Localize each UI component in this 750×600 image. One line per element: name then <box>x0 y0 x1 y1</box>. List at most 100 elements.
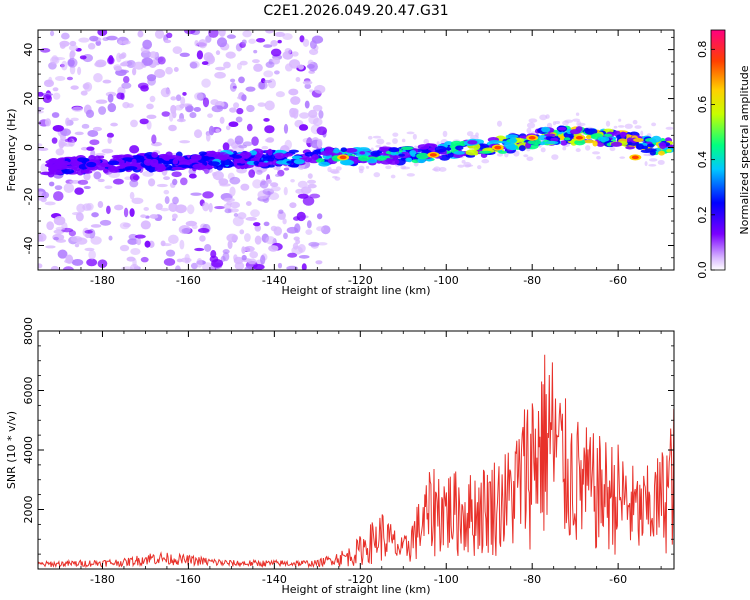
signal-blob <box>455 145 464 151</box>
signal-blob <box>574 139 586 146</box>
noise-blob <box>131 67 137 76</box>
noise-blob <box>255 169 263 175</box>
halo-blob <box>375 144 382 148</box>
signal-blob <box>417 144 430 150</box>
noise-blob <box>283 123 289 134</box>
signal-blob <box>109 168 120 173</box>
noise-blob <box>264 125 275 134</box>
colorbar-tick-label: 0.0 <box>696 261 709 279</box>
halo-blob <box>575 112 580 116</box>
halo-blob <box>526 127 532 134</box>
noise-blob <box>223 197 235 203</box>
noise-blob <box>151 134 157 144</box>
noise-blob <box>146 74 157 82</box>
noise-blob <box>266 137 275 143</box>
noise-blob <box>282 33 293 41</box>
noise-blob <box>232 216 244 227</box>
noise-blob <box>50 56 60 65</box>
signal-blob <box>569 129 581 135</box>
noise-blob <box>83 185 91 190</box>
noise-blob <box>132 258 137 268</box>
noise-blob <box>270 48 282 57</box>
noise-blob <box>207 113 213 118</box>
noise-blob <box>225 51 236 59</box>
noise-blob <box>51 137 58 144</box>
noise-blob <box>124 176 132 180</box>
colorbar: 0.0 0.2 0.4 0.6 0.8 Normalized spectral ampl… <box>696 29 750 279</box>
noise-blob <box>290 179 295 183</box>
signal-blob <box>131 158 137 165</box>
colorbar-tick-label: 0.2 <box>696 206 709 224</box>
noise-blob <box>302 196 315 206</box>
noise-blob <box>88 250 96 260</box>
halo-blob <box>373 172 381 178</box>
noise-blob <box>198 39 208 49</box>
signal-blob <box>398 153 406 157</box>
noise-blob <box>91 212 99 218</box>
noise-blob <box>42 94 52 104</box>
noise-blob <box>252 59 260 64</box>
noise-blob <box>308 48 319 56</box>
noise-blob <box>180 96 186 106</box>
noise-blob <box>77 66 82 76</box>
noise-blob <box>157 56 166 65</box>
noise-blob <box>134 234 146 239</box>
noise-blob <box>245 201 252 206</box>
noise-blob <box>205 35 212 43</box>
signal-blob <box>603 133 613 137</box>
noise-blob <box>140 220 151 230</box>
noise-blob <box>168 234 179 245</box>
signal-blob <box>171 166 184 171</box>
noise-blob <box>114 204 124 211</box>
noise-blob <box>107 137 112 144</box>
noise-blob <box>130 119 138 128</box>
noise-blob <box>97 259 108 268</box>
halo-blob <box>605 120 611 127</box>
noise-blob <box>41 191 50 199</box>
colorbar-ticks: 0.0 0.2 0.4 0.6 0.8 <box>696 41 715 279</box>
signal-blob <box>258 162 269 167</box>
halo-blob <box>457 164 465 168</box>
noise-blob <box>126 60 136 68</box>
noise-blob <box>86 258 98 267</box>
signal-blob <box>498 150 508 154</box>
halo-blob <box>327 166 332 173</box>
signal-blob <box>94 155 101 161</box>
noise-blob <box>102 79 112 84</box>
halo-blob <box>376 138 385 145</box>
noise-blob <box>61 32 70 40</box>
halo-blob <box>385 165 392 170</box>
noise-blob <box>242 30 252 38</box>
noise-blob <box>53 191 64 202</box>
noise-blob <box>317 242 328 246</box>
signal-blob <box>597 136 610 142</box>
noise-blob <box>118 53 126 60</box>
noise-blob <box>307 173 313 179</box>
noise-blob <box>184 30 196 35</box>
signal-blob <box>666 148 672 153</box>
signal-blob <box>253 160 259 166</box>
noise-blob <box>296 211 306 222</box>
noise-blob <box>174 265 181 270</box>
signal-blob <box>304 151 314 157</box>
noise-blob <box>229 82 237 92</box>
noise-blob <box>273 226 282 236</box>
signal-blob <box>366 158 378 164</box>
signal-blob <box>157 164 166 172</box>
noise-blob <box>80 90 88 96</box>
noise-blob <box>289 107 299 115</box>
signal-blob <box>161 154 169 160</box>
noise-blob <box>293 236 300 241</box>
noise-blob <box>99 219 112 226</box>
noise-blob <box>149 51 158 59</box>
y-tick-label: 2000 <box>22 496 35 524</box>
noise-blob <box>193 129 203 139</box>
noise-blob <box>253 222 261 227</box>
noise-blob <box>249 251 259 259</box>
halo-blob <box>613 125 618 129</box>
signal-blob <box>203 165 213 169</box>
noise-blob <box>274 173 281 178</box>
signal-blob <box>288 149 299 153</box>
noise-blob <box>220 255 226 262</box>
noise-blob <box>218 178 229 186</box>
